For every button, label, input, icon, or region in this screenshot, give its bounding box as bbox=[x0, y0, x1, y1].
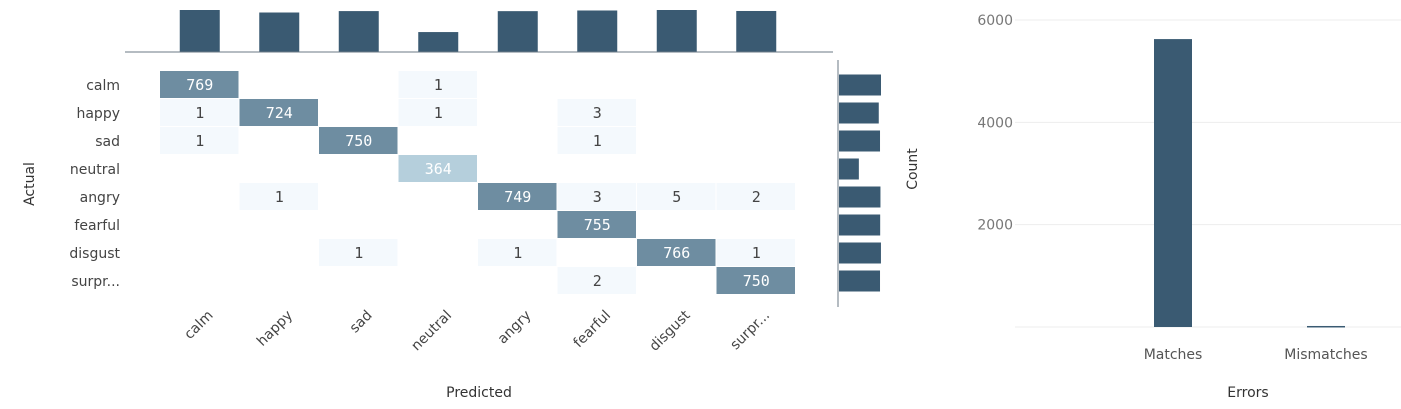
bar-chart-grid bbox=[1015, 19, 1401, 328]
y-tick-label: surpr... bbox=[71, 274, 120, 290]
row-total-bar bbox=[839, 158, 859, 180]
heatmap-cell bbox=[160, 99, 239, 126]
column-total-bar bbox=[418, 32, 459, 52]
heatmap-cell bbox=[398, 71, 477, 98]
column-total-bar bbox=[656, 10, 697, 52]
heatmap-cell bbox=[398, 155, 477, 182]
row-total-bar bbox=[839, 242, 881, 264]
x-tick-label: neutral bbox=[408, 308, 455, 355]
heatmap-cell bbox=[716, 239, 795, 266]
bar-chart-y-tick-label: 2000 bbox=[977, 218, 1013, 234]
y-tick-labels: calm happy sad neutral angry fearful disgust su… bbox=[69, 78, 120, 290]
column-total-bar bbox=[259, 12, 300, 52]
bar-chart-y-ticks: 2000 4000 6000 bbox=[977, 13, 1013, 234]
bar-chart-y-axis-title: Count bbox=[905, 148, 921, 190]
bar-chart-bars bbox=[1154, 39, 1345, 328]
heatmap-cell-value: 2 bbox=[593, 272, 602, 290]
row-total-bar bbox=[839, 130, 881, 152]
y-tick-label: neutral bbox=[70, 162, 120, 178]
heatmap-cell-value: 749 bbox=[504, 188, 531, 206]
heatmap-cell bbox=[716, 267, 795, 294]
heatmap-cell-value: 750 bbox=[743, 272, 770, 290]
bar-chart-y-tick-label: 4000 bbox=[977, 115, 1013, 131]
heatmap-cell bbox=[319, 239, 398, 266]
column-total-bar bbox=[497, 11, 538, 53]
heatmap-cell-value: 766 bbox=[663, 244, 690, 262]
heatmap-cell bbox=[239, 99, 318, 126]
x-tick-label: fearful bbox=[571, 308, 615, 352]
heatmap-cell-value: 1 bbox=[275, 188, 284, 206]
column-total-bar bbox=[736, 10, 777, 52]
heatmap-cell-value: 5 bbox=[672, 188, 681, 206]
heatmap-cell bbox=[716, 183, 795, 210]
x-tick-label: disgust bbox=[646, 307, 693, 354]
heatmap-cell-value: 1 bbox=[434, 76, 443, 94]
column-total-bar bbox=[338, 11, 379, 53]
heatmap-cell bbox=[239, 183, 318, 210]
x-tick-label: happy bbox=[254, 308, 296, 350]
bar-chart-x-tick-label: Mismatches bbox=[1284, 347, 1367, 363]
row-total-bar bbox=[839, 214, 881, 236]
heatmap-cell bbox=[637, 239, 716, 266]
x-tick-label: sad bbox=[347, 308, 376, 337]
heatmap-cell bbox=[557, 183, 636, 210]
heatmap-cell-value: 1 bbox=[593, 132, 602, 150]
heatmap-cell bbox=[319, 127, 398, 154]
heatmap-cell bbox=[637, 183, 716, 210]
heatmap-x-axis-title: Predicted bbox=[446, 385, 512, 401]
heatmap-cell bbox=[478, 239, 557, 266]
heatmap-cells: 769 1 1 724 1 3 1 750 1 364 1 749 3 5 2 755 1 1 766 1 2 750 bbox=[160, 71, 795, 294]
heatmap-cell-value: 1 bbox=[513, 244, 522, 262]
y-tick-label: happy bbox=[76, 106, 120, 122]
heatmap-cell bbox=[557, 211, 636, 238]
heatmap-cell bbox=[398, 99, 477, 126]
heatmap-cell-value: 364 bbox=[425, 160, 452, 178]
y-tick-label: sad bbox=[95, 134, 120, 150]
heatmap-cell-value: 1 bbox=[434, 104, 443, 122]
row-total-bar bbox=[839, 270, 881, 292]
heatmap-cell bbox=[478, 183, 557, 210]
column-total-bar bbox=[179, 10, 220, 52]
bar-chart-x-axis-title: Errors bbox=[1227, 385, 1268, 401]
heatmap-cell bbox=[557, 127, 636, 154]
heatmap-cell-value: 1 bbox=[195, 132, 204, 150]
heatmap-cell-value: 755 bbox=[584, 216, 611, 234]
column-total-bar bbox=[577, 10, 618, 52]
heatmap-cell-value: 1 bbox=[752, 244, 761, 262]
column-totals-bars bbox=[179, 10, 777, 53]
heatmap-cell-value: 1 bbox=[195, 104, 204, 122]
heatmap-cell bbox=[557, 99, 636, 126]
row-total-bar bbox=[839, 102, 879, 124]
heatmap-cell-value: 750 bbox=[345, 132, 372, 150]
y-tick-label: fearful bbox=[74, 218, 120, 234]
x-tick-label: surpr... bbox=[727, 308, 773, 354]
row-total-bar bbox=[839, 186, 881, 208]
row-totals-bars bbox=[839, 74, 881, 292]
x-tick-label: calm bbox=[181, 308, 216, 343]
bar-chart-bar bbox=[1154, 39, 1192, 327]
heatmap-cell-value: 2 bbox=[752, 188, 761, 206]
y-tick-label: calm bbox=[86, 78, 120, 94]
x-tick-labels: calm happy sad neutral angry fearful disgust su… bbox=[181, 307, 773, 354]
bar-chart-y-tick-label: 6000 bbox=[977, 13, 1013, 29]
heatmap-cell bbox=[160, 71, 239, 98]
bar-chart-bar bbox=[1307, 325, 1345, 328]
heatmap-cell-value: 3 bbox=[593, 188, 602, 206]
heatmap-y-axis-title: Actual bbox=[22, 162, 38, 206]
y-tick-label: disgust bbox=[69, 246, 120, 262]
x-tick-label: angry bbox=[495, 308, 535, 348]
heatmap-cell-value: 724 bbox=[266, 104, 293, 122]
heatmap-cell-value: 1 bbox=[354, 244, 363, 262]
bar-chart-x-tick-label: Matches bbox=[1144, 347, 1203, 363]
bar-chart-x-ticks: Matches Mismatches bbox=[1144, 347, 1368, 363]
heatmap-cell-value: 3 bbox=[593, 104, 602, 122]
heatmap-cell bbox=[160, 127, 239, 154]
row-total-bar bbox=[839, 74, 881, 96]
heatmap-cell bbox=[557, 267, 636, 294]
heatmap-cell-value: 769 bbox=[186, 76, 213, 94]
y-tick-label: angry bbox=[80, 190, 120, 206]
